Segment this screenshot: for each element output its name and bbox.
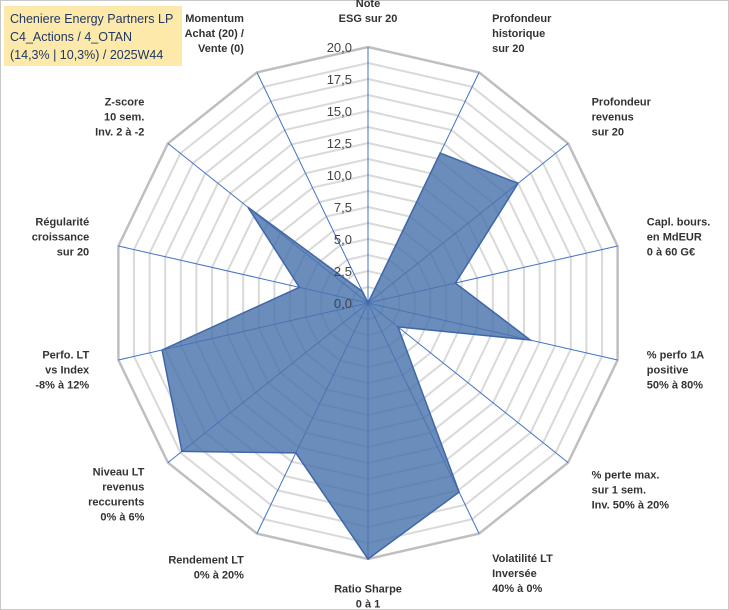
axis-spoke xyxy=(256,72,369,304)
axis-label-line: Capl. bours. xyxy=(647,216,711,228)
axis-label-line: sur 20 xyxy=(492,43,524,55)
radial-tick-label: 5,0 xyxy=(334,232,352,247)
radial-tick-label: 10,0 xyxy=(327,168,352,183)
chart-title-box: Cheniere Energy Partners LP C4_Actions /… xyxy=(4,6,182,66)
data-series-area xyxy=(161,152,533,561)
title-company: Cheniere Energy Partners LP xyxy=(10,12,174,26)
axis-label-line: % perfo 1A xyxy=(647,350,705,362)
axis-label-line: Profondeur xyxy=(492,13,552,25)
axis-label-line: Z-score xyxy=(105,96,145,108)
axis-label: Rendement LT 0% à 20% xyxy=(168,554,244,581)
axis-label-line: vs Index xyxy=(45,365,90,377)
radial-tick-label: 0,0 xyxy=(334,296,352,311)
axis-label-line: 40% à 0% xyxy=(492,583,542,595)
axis-label: Note ESG sur 20 xyxy=(339,0,398,25)
title-stats: (14,3% | 10,3%) / 2025W44 xyxy=(10,48,164,62)
axis-label-line: -8% à 12% xyxy=(35,380,89,392)
radial-tick-label: 2,5 xyxy=(334,264,352,279)
radial-tick-label: 12,5 xyxy=(327,136,352,151)
axis-label-line: 50% à 80% xyxy=(647,380,703,392)
axis-label-line: Inv. 2 à -2 xyxy=(95,126,144,138)
axis-label-line: 0% à 20% xyxy=(194,569,244,581)
axis-label: Régularité croissance sur 20 xyxy=(32,216,89,258)
axis-label-line: Régularité xyxy=(35,216,89,228)
axis-label-line: Profondeur xyxy=(592,96,652,108)
axis-label-line: historique xyxy=(492,28,545,40)
axis-label-line: positive xyxy=(647,365,689,377)
axis-label-line: Rendement LT xyxy=(168,554,244,566)
axis-label: % perte max. sur 1 sem. Inv. 50% à 20% xyxy=(592,470,670,512)
title-category: C4_Actions / 4_OTAN xyxy=(10,30,133,44)
axis-label: % perfo 1A positive 50% à 80% xyxy=(647,350,705,392)
axis-label-line: Perfo. LT xyxy=(42,350,89,362)
axis-label-line: 10 sem. xyxy=(104,111,144,123)
axis-label: Profondeur revenus sur 20 xyxy=(592,96,652,138)
axis-label-line: Volatilité LT xyxy=(492,553,553,565)
axis-label-line: ESG sur 20 xyxy=(339,13,398,25)
axis-label-line: revenus xyxy=(102,481,144,493)
axis-label-line: sur 20 xyxy=(592,126,624,138)
axis-label-line: 0 à 1 xyxy=(356,598,380,610)
axis-label: Profondeur historique sur 20 xyxy=(492,13,552,55)
axis-label-line: 0% à 6% xyxy=(100,511,144,523)
radial-tick-label: 20,0 xyxy=(327,40,352,55)
axis-label: Momentum Achat (20) / Vente (0) xyxy=(185,13,245,55)
axis-label-line: Inv. 50% à 20% xyxy=(592,500,670,512)
axis-label: Niveau LT revenus reccurents 0% à 6% xyxy=(88,466,145,523)
axis-label: Perfo. LT vs Index -8% à 12% xyxy=(35,350,90,392)
axis-label-line: Niveau LT xyxy=(93,466,145,478)
axis-label-line: en MdEUR xyxy=(647,231,702,243)
axis-label-line: % perte max. xyxy=(592,470,660,482)
axis-label-line: sur 20 xyxy=(57,246,89,258)
radial-tick-label: 17,5 xyxy=(327,72,352,87)
axis-label-line: revenus xyxy=(592,111,634,123)
axis-label-line: 0 à 60 G€ xyxy=(647,246,695,258)
axis-label-line: sur 1 sem. xyxy=(592,485,646,497)
axis-label: Capl. bours. en MdEUR 0 à 60 G€ xyxy=(647,216,711,258)
axis-label-line: croissance xyxy=(32,231,89,243)
radial-tick-label: 15,0 xyxy=(327,104,352,119)
radial-tick-label: 7,5 xyxy=(334,200,352,215)
axis-label: Z-score 10 sem. Inv. 2 à -2 xyxy=(95,96,144,138)
axis-spoke xyxy=(367,302,569,463)
axis-label: Ratio Sharpe 0 à 1 xyxy=(334,583,402,610)
axis-label-line: Ratio Sharpe xyxy=(334,583,402,595)
axis-label-line: Inversée xyxy=(492,568,537,580)
axis-label-line: Vente (0) xyxy=(198,43,244,55)
axis-label-line: reccurents xyxy=(88,496,144,508)
axis-label-line: Note xyxy=(356,0,380,10)
axis-label: Volatilité LT Inversée 40% à 0% xyxy=(492,553,553,595)
axis-label-line: Achat (20) / xyxy=(185,28,244,40)
axis-label-line: Momentum xyxy=(185,13,244,25)
